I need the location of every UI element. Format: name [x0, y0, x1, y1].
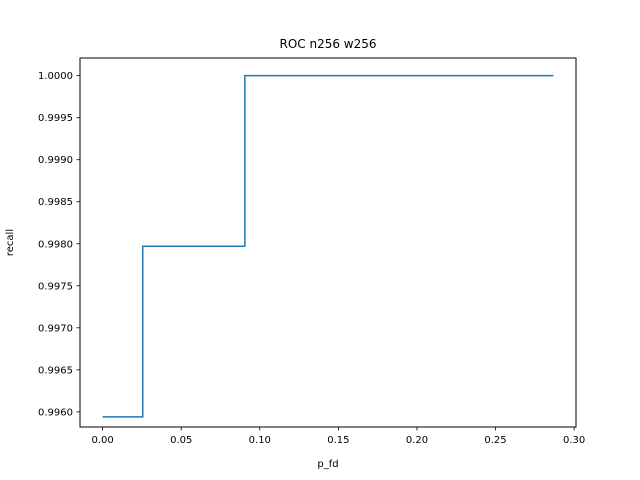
x-axis-label: p_fd [317, 459, 338, 470]
y-tick-label: 0.9965 [38, 365, 73, 376]
y-axis: 0.9960 0.9965 0.9970 0.9975 0.9980 0.9985 0.99… [38, 71, 80, 418]
x-tick-label: 0.05 [170, 435, 192, 446]
x-tick-label: 0.10 [249, 435, 271, 446]
x-tick-label: 0.30 [563, 435, 585, 446]
x-tick-label: 0.20 [406, 435, 428, 446]
x-axis: 0.00 0.05 0.10 0.15 0.20 0.25 0.30 [91, 427, 585, 446]
y-tick-label: 1.0000 [38, 71, 73, 82]
y-tick-label: 0.9970 [38, 323, 73, 334]
series-layer [102, 74, 554, 418]
x-tick-label: 0.25 [484, 435, 506, 446]
y-tick-label: 0.9975 [38, 281, 73, 292]
y-tick-label: 0.9990 [38, 155, 73, 166]
plot-area-frame [79, 57, 577, 428]
y-axis-label: recall [5, 229, 16, 256]
y-tick-label: 0.9995 [38, 113, 73, 124]
roc-step-line [102, 74, 554, 418]
x-tick-label: 0.15 [327, 435, 349, 446]
y-tick-label: 0.9960 [38, 407, 73, 418]
x-tick-label: 0.00 [91, 435, 113, 446]
y-tick-label: 0.9985 [38, 197, 73, 208]
chart-title: ROC n256 w256 [279, 37, 376, 51]
y-tick-label: 0.9980 [38, 239, 73, 250]
